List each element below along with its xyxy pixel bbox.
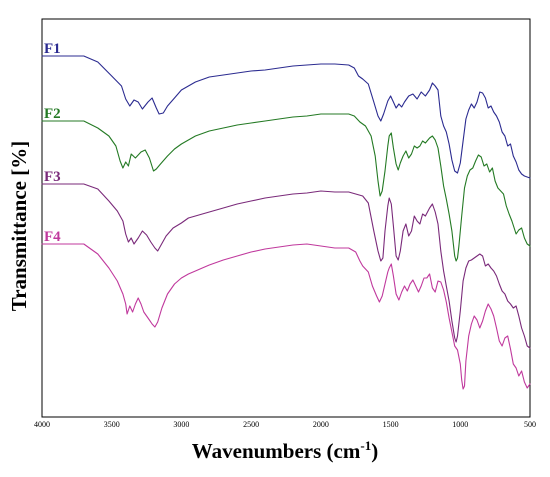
x-tick-label: 1000 [452, 420, 468, 429]
x-tick-label: 4000 [34, 420, 50, 429]
x-tick-label: 3000 [173, 420, 189, 429]
x-axis-label-main: Wavenumbers (cm [192, 439, 361, 463]
x-axis-label: Wavenumbers (cm-1) [192, 438, 378, 463]
series-label-f3: F3 [44, 169, 61, 185]
series-line-f2 [41, 113, 531, 262]
x-tick-label: 3500 [104, 420, 120, 429]
series-label-f1: F1 [44, 41, 61, 57]
y-axis-label: Transmittance [%] [7, 141, 31, 312]
x-axis-label-sup: -1 [360, 438, 371, 453]
plot-frame [41, 18, 531, 418]
x-tick-label: 1500 [383, 420, 399, 429]
x-axis-label-close: ) [371, 439, 378, 463]
series-traces [41, 55, 531, 390]
x-tick-label: 500 [524, 420, 536, 429]
series-line-f1 [41, 55, 531, 179]
series-line-f4 [41, 243, 531, 390]
series-label-f2: F2 [44, 106, 61, 122]
series-labels: F1 F2 F3 F4 [44, 41, 61, 245]
series-label-f4: F4 [44, 229, 61, 245]
series-line-f3 [41, 183, 531, 349]
x-axis-ticks: 4000 3500 3000 2500 2000 1500 1000 500 [34, 420, 536, 429]
x-tick-label: 2000 [313, 420, 329, 429]
x-tick-label: 2500 [243, 420, 259, 429]
